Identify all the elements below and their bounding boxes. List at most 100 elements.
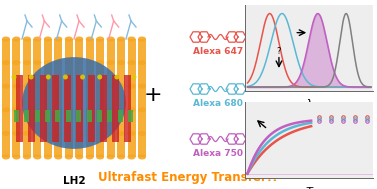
Ellipse shape (138, 107, 146, 112)
Ellipse shape (117, 60, 125, 65)
Bar (96, 39, 104, 157)
Ellipse shape (86, 107, 94, 112)
Ellipse shape (96, 60, 104, 65)
Text: Ultrafast Energy Transfer!!: Ultrafast Energy Transfer!! (98, 170, 278, 184)
Ellipse shape (75, 154, 83, 160)
Ellipse shape (12, 154, 20, 160)
Ellipse shape (23, 154, 31, 160)
Ellipse shape (44, 107, 52, 112)
Ellipse shape (117, 131, 125, 136)
Bar (25, 110, 29, 122)
X-axis label: T: T (306, 187, 313, 189)
Ellipse shape (29, 74, 34, 80)
Bar (40, 75, 47, 142)
Bar (76, 110, 81, 122)
Ellipse shape (44, 131, 52, 136)
Ellipse shape (2, 154, 10, 160)
Bar (75, 39, 83, 157)
Ellipse shape (34, 107, 41, 112)
Bar (16, 75, 23, 142)
Ellipse shape (138, 154, 146, 160)
Bar (107, 39, 115, 157)
Ellipse shape (114, 74, 120, 80)
Ellipse shape (138, 131, 146, 136)
Ellipse shape (86, 131, 94, 136)
Ellipse shape (127, 131, 136, 136)
Bar (65, 39, 73, 157)
Ellipse shape (86, 36, 94, 42)
Ellipse shape (96, 131, 104, 136)
Ellipse shape (44, 154, 52, 160)
Ellipse shape (107, 107, 115, 112)
Ellipse shape (34, 60, 41, 65)
Ellipse shape (54, 84, 62, 89)
Bar (12, 39, 20, 157)
Ellipse shape (22, 57, 126, 149)
Bar (107, 110, 112, 122)
Ellipse shape (117, 36, 125, 42)
Ellipse shape (34, 131, 41, 136)
Bar (34, 39, 41, 157)
Ellipse shape (12, 84, 20, 89)
Ellipse shape (80, 74, 85, 80)
Bar (44, 39, 52, 157)
Ellipse shape (2, 60, 10, 65)
Ellipse shape (44, 60, 52, 65)
Bar (28, 75, 35, 142)
Ellipse shape (97, 74, 102, 80)
Ellipse shape (75, 131, 83, 136)
Bar (88, 75, 95, 142)
Ellipse shape (107, 84, 115, 89)
Bar (124, 75, 131, 142)
Ellipse shape (12, 131, 20, 136)
Ellipse shape (138, 60, 146, 65)
Ellipse shape (23, 107, 31, 112)
Ellipse shape (2, 131, 10, 136)
Ellipse shape (127, 154, 136, 160)
Ellipse shape (127, 36, 136, 42)
Ellipse shape (107, 131, 115, 136)
Text: +: + (144, 85, 162, 105)
Bar (76, 75, 83, 142)
Bar (138, 39, 146, 157)
Ellipse shape (44, 36, 52, 42)
Text: Alexa 750: Alexa 750 (193, 149, 243, 157)
Bar (2, 39, 10, 157)
Ellipse shape (12, 107, 20, 112)
Bar (117, 39, 125, 157)
Bar (66, 110, 71, 122)
Bar (97, 110, 102, 122)
Ellipse shape (54, 60, 62, 65)
Bar (52, 75, 59, 142)
Ellipse shape (54, 36, 62, 42)
Ellipse shape (117, 107, 125, 112)
Ellipse shape (34, 36, 41, 42)
Bar (100, 75, 107, 142)
Ellipse shape (65, 60, 73, 65)
Ellipse shape (86, 60, 94, 65)
Ellipse shape (107, 154, 115, 160)
Ellipse shape (117, 84, 125, 89)
Bar (54, 39, 62, 157)
Ellipse shape (2, 36, 10, 42)
Bar (118, 110, 123, 122)
Ellipse shape (107, 60, 115, 65)
Text: LH2: LH2 (63, 176, 85, 186)
Ellipse shape (138, 84, 146, 89)
Ellipse shape (65, 107, 73, 112)
Bar (23, 39, 31, 157)
Ellipse shape (132, 74, 136, 80)
Bar (86, 39, 94, 157)
Ellipse shape (65, 131, 73, 136)
Text: Alexa 680: Alexa 680 (193, 98, 243, 108)
Ellipse shape (65, 36, 73, 42)
Ellipse shape (96, 154, 104, 160)
Ellipse shape (34, 84, 41, 89)
Ellipse shape (23, 131, 31, 136)
Bar (2, 29, 146, 177)
X-axis label: λ: λ (306, 99, 313, 109)
Bar (87, 110, 92, 122)
Bar (64, 75, 71, 142)
Ellipse shape (75, 60, 83, 65)
Ellipse shape (96, 36, 104, 42)
